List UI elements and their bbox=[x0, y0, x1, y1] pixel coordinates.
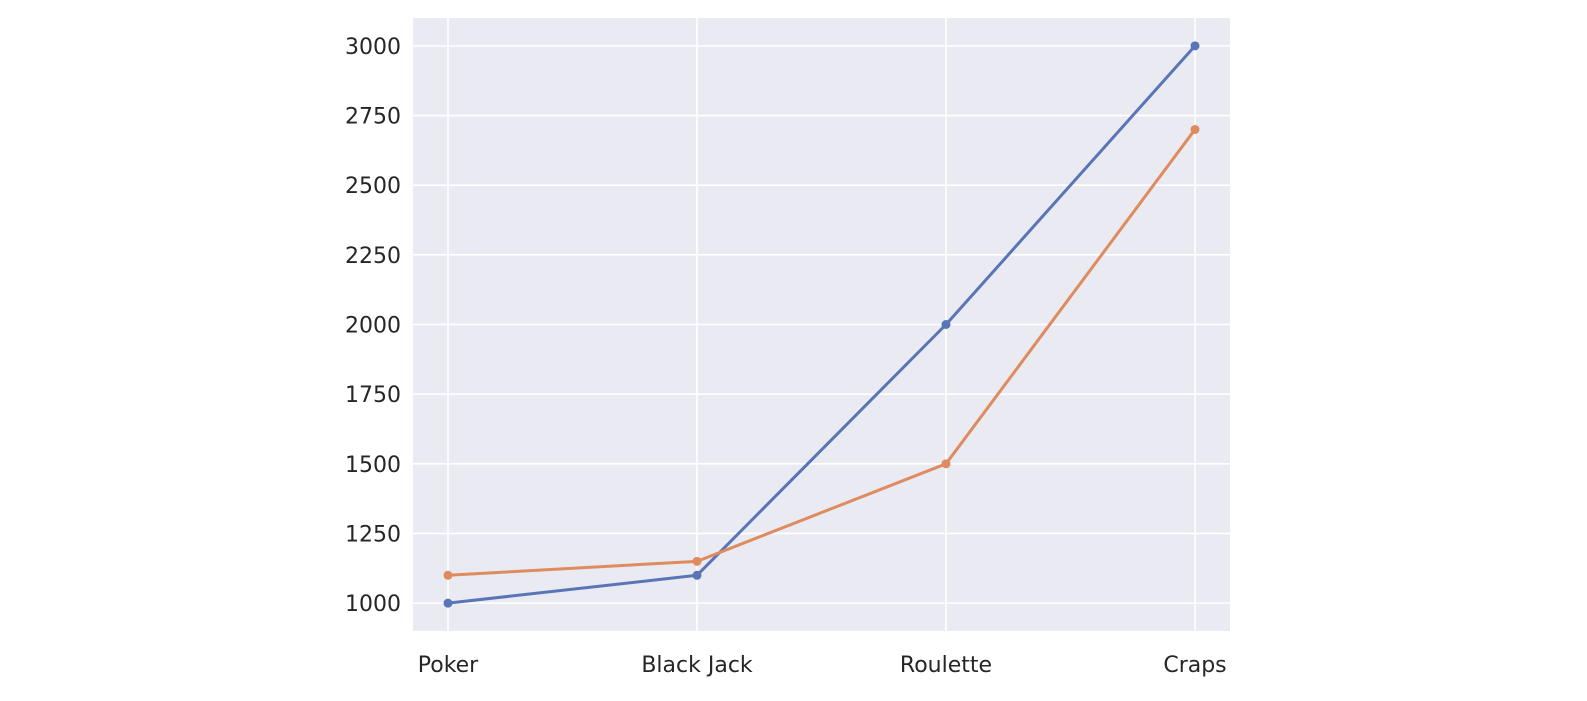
series-1-point-roulette bbox=[941, 320, 951, 329]
y-tick-label-3000: 3000 bbox=[345, 35, 401, 60]
x-tick-label-black-jack: Black Jack bbox=[641, 653, 753, 678]
series-2-point-poker bbox=[443, 570, 453, 580]
series-lines bbox=[446, 44, 1197, 605]
y-axis-tick-labels: 1000 1250 1500 1750 2000 2250 2500 2750 3000 bbox=[345, 35, 401, 617]
x-tick-label-poker: Poker bbox=[418, 653, 479, 678]
y-tick-label-2500: 2500 bbox=[345, 174, 401, 199]
y-tick-label-1750: 1750 bbox=[345, 383, 401, 408]
x-tick-label-roulette: Roulette bbox=[900, 653, 992, 678]
y-tick-label-1000: 1000 bbox=[345, 592, 401, 617]
series-1-line bbox=[446, 44, 1197, 605]
y-tick-label-1500: 1500 bbox=[345, 453, 401, 478]
series-1-point-craps bbox=[1190, 41, 1200, 51]
y-tick-label-1250: 1250 bbox=[345, 522, 401, 547]
series-2-point-black-jack bbox=[692, 556, 702, 566]
y-tick-label-2000: 2000 bbox=[345, 314, 401, 339]
series-1-point-poker bbox=[443, 598, 453, 608]
series-2-line bbox=[446, 127, 1197, 577]
series-2-point-roulette bbox=[941, 459, 951, 469]
series-2-point-craps bbox=[1190, 124, 1200, 134]
data-points bbox=[443, 41, 1200, 608]
x-axis-tick-labels: Poker Black Jack Roulette Craps bbox=[418, 653, 1227, 678]
series-1-point-black-jack bbox=[692, 570, 702, 580]
grid-lines bbox=[413, 18, 1230, 631]
x-tick-label-craps: Craps bbox=[1163, 653, 1226, 678]
y-tick-label-2750: 2750 bbox=[345, 105, 401, 130]
y-tick-label-2250: 2250 bbox=[345, 244, 401, 269]
